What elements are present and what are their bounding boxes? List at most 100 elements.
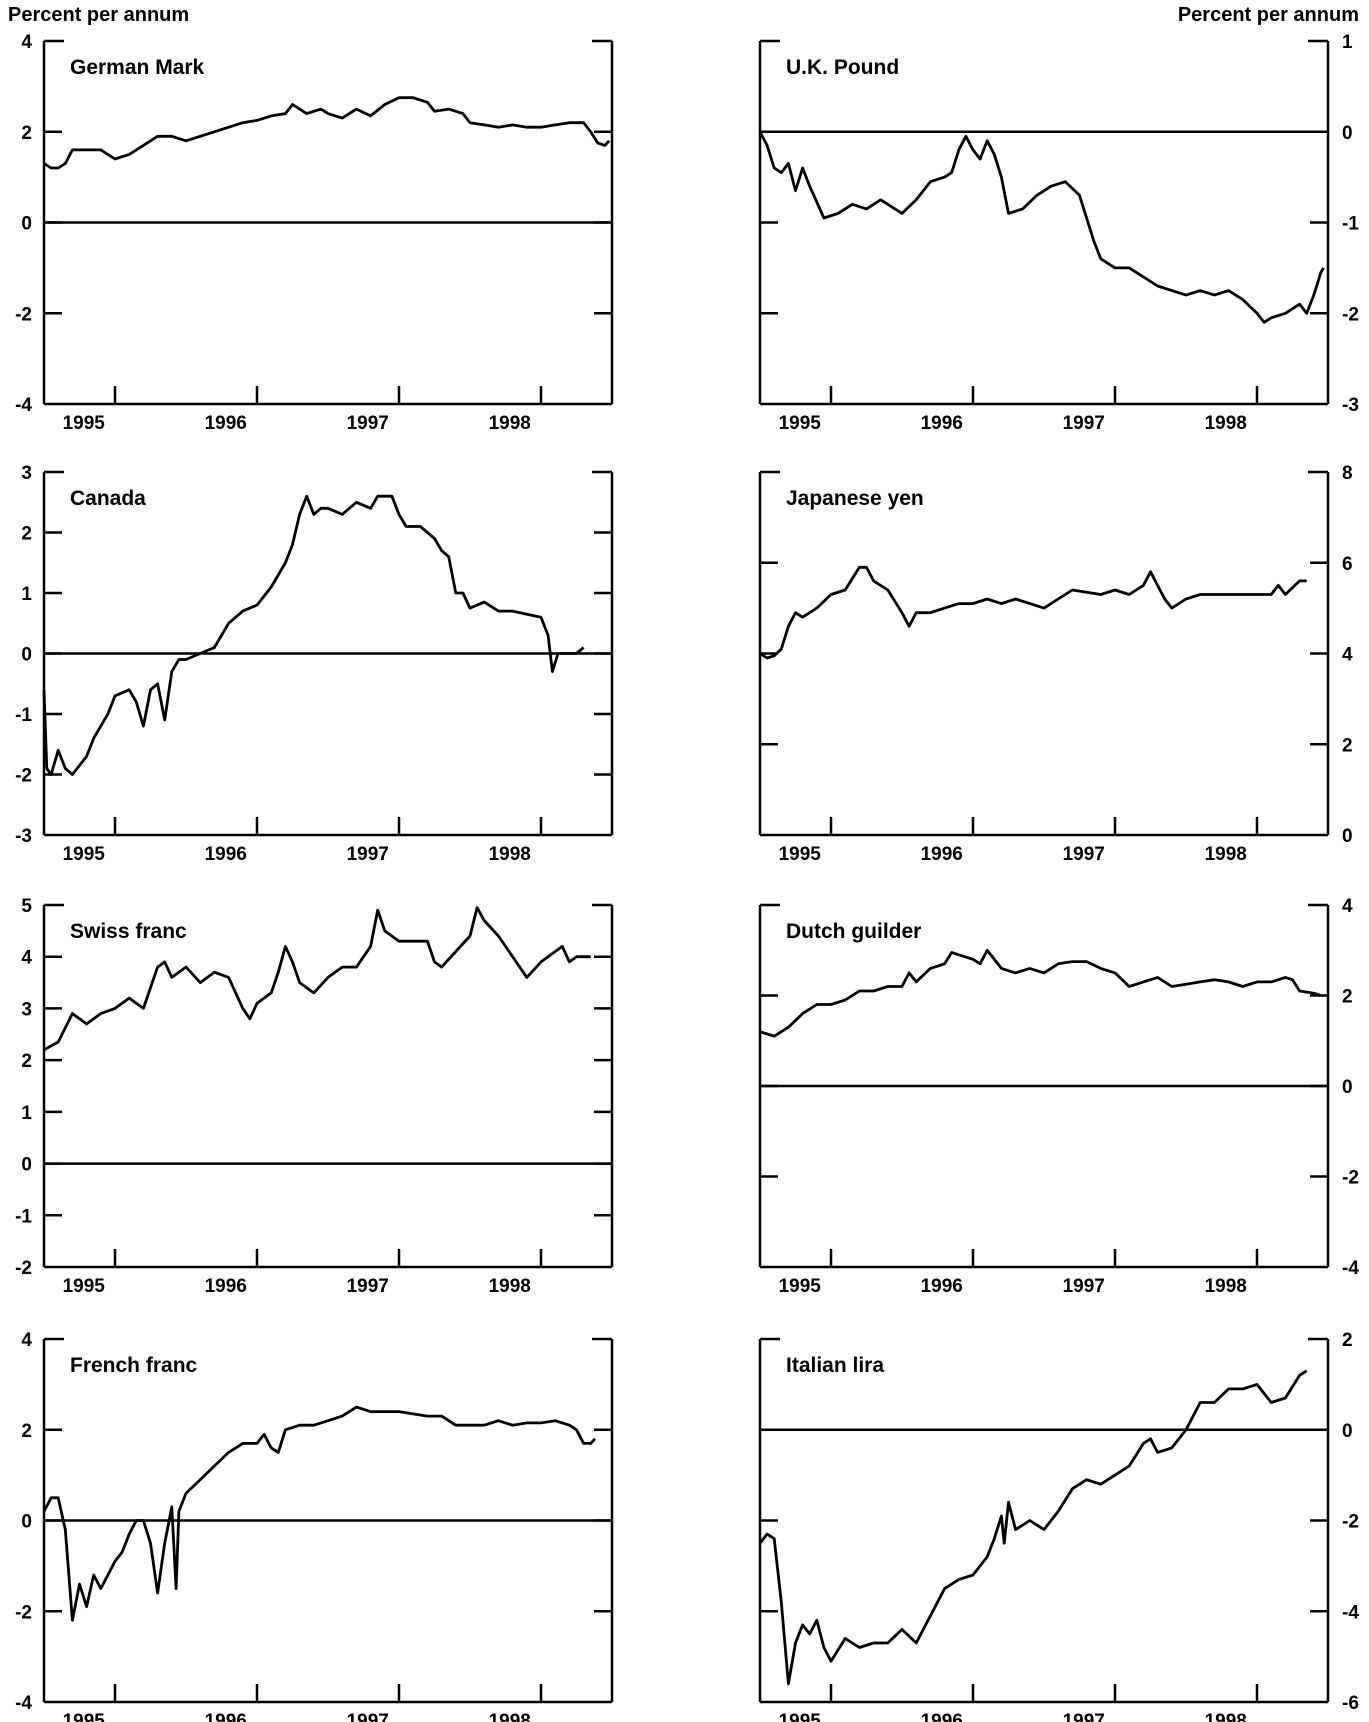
x-tick-label: 1997	[1063, 413, 1105, 434]
y-tick-label: -2	[15, 766, 32, 787]
x-tick-label: 1997	[347, 413, 389, 434]
series-line	[42, 1405, 597, 1622]
x-tick-label: 1995	[779, 1711, 822, 1722]
y-axis-unit-label-left: Percent per annum	[8, 4, 190, 26]
y-tick-label: 0	[1342, 1077, 1353, 1098]
chart-title: Dutch guilder	[786, 920, 921, 943]
x-tick-label: 1998	[1205, 1711, 1247, 1722]
y-tick-label: -2	[1342, 1168, 1359, 1189]
y-tick-label: 0	[21, 1155, 32, 1176]
x-tick-label: 1997	[1063, 1276, 1105, 1297]
y-tick-label: 0	[1342, 123, 1353, 144]
y-tick-label: -4	[15, 395, 32, 416]
y-tick-label: 4	[21, 1330, 32, 1351]
x-tick-label: 1997	[1063, 1711, 1105, 1722]
x-tick-label: 1998	[489, 1276, 531, 1297]
x-tick-label: 1998	[1205, 1276, 1247, 1297]
chart-title: Swiss franc	[70, 920, 187, 943]
y-tick-label: -6	[1342, 1693, 1359, 1714]
y-tick-label: 1	[1342, 32, 1353, 53]
y-tick-label: 0	[21, 645, 32, 666]
y-tick-label: 6	[1342, 554, 1353, 575]
series-line	[42, 494, 585, 776]
y-tick-label: -3	[15, 826, 32, 847]
x-tick-label: 1995	[63, 1711, 106, 1722]
x-tick-label: 1996	[921, 413, 963, 434]
chart-title: German Mark	[70, 56, 205, 79]
y-tick-label: 8	[1342, 463, 1353, 484]
y-tick-label: 4	[21, 948, 32, 969]
x-tick-label: 1995	[779, 1276, 822, 1297]
y-axis-unit-label-right: Percent per annum	[1177, 4, 1359, 26]
chart-panel: -4 -2 0 2 4 1995 1996 1997 1998 French franc	[15, 1330, 614, 1722]
x-tick-label: 1995	[63, 1276, 106, 1297]
series-line	[758, 1369, 1308, 1686]
chart-title: U.K. Pound	[786, 56, 899, 79]
y-tick-label: 4	[21, 32, 32, 53]
x-tick-label: 1995	[63, 844, 106, 865]
x-tick-label: 1998	[489, 413, 531, 434]
x-tick-label: 1995	[779, 844, 822, 865]
x-tick-label: 1997	[1063, 844, 1105, 865]
y-tick-label: 1	[21, 1103, 32, 1124]
y-tick-label: 2	[1342, 735, 1353, 756]
y-tick-label: 3	[21, 463, 32, 484]
chart-panel: -2 -1 0 1 2 3 4 5 1995 1996 1997 1998 Swiss franc	[15, 896, 614, 1297]
y-tick-label: -2	[15, 1258, 32, 1279]
series-line	[759, 565, 1307, 660]
x-tick-label: 1996	[205, 1711, 247, 1722]
series-line	[759, 948, 1322, 1038]
chart-panel: -3 -2 -1 0 1 1995 1996 1997 1998 U.K. Pound	[758, 32, 1359, 434]
y-tick-label: -4	[15, 1693, 32, 1714]
y-tick-label: 5	[21, 896, 32, 917]
x-tick-label: 1996	[921, 844, 963, 865]
x-tick-label: 1998	[489, 1711, 531, 1722]
x-tick-label: 1996	[205, 1276, 247, 1297]
y-tick-label: 0	[21, 214, 32, 235]
series-line	[43, 906, 591, 1052]
y-tick-label: 4	[1342, 645, 1353, 666]
y-tick-label: 2	[21, 524, 32, 545]
y-tick-label: -2	[15, 304, 32, 325]
chart-title: Canada	[70, 487, 146, 510]
series-line	[43, 96, 611, 170]
y-tick-label: -3	[1342, 395, 1359, 416]
y-tick-label: -1	[1342, 214, 1359, 235]
x-tick-label: 1996	[205, 844, 247, 865]
y-tick-label: -2	[1342, 304, 1359, 325]
chart-panel: -6 -4 -2 0 2 1995 1996 1997 1998 Italian lira	[758, 1330, 1359, 1722]
chart-title: French franc	[70, 1354, 198, 1377]
y-tick-label: 2	[21, 123, 32, 144]
chart-panel: -3 -2 -1 0 1 2 3 1995 1996 1997 1998 Canada	[15, 463, 614, 865]
x-tick-label: 1998	[1205, 413, 1247, 434]
y-tick-label: 4	[1342, 896, 1353, 917]
y-tick-label: 0	[1342, 1421, 1353, 1442]
series-line	[758, 131, 1325, 324]
x-tick-label: 1995	[63, 413, 106, 434]
y-tick-label: -2	[1342, 1512, 1359, 1533]
y-tick-label: 2	[21, 1051, 32, 1072]
y-tick-label: -2	[15, 1602, 32, 1623]
chart-title: Italian lira	[786, 1354, 884, 1377]
chart-title: Japanese yen	[786, 487, 924, 510]
y-tick-label: -4	[1342, 1602, 1359, 1623]
y-tick-label: -1	[15, 705, 32, 726]
y-tick-label: 0	[1342, 826, 1353, 847]
y-tick-label: 2	[1342, 987, 1353, 1008]
x-tick-label: 1995	[779, 413, 822, 434]
x-tick-label: 1996	[921, 1276, 963, 1297]
chart-panel: -4 -2 0 2 4 1995 1996 1997 1998 German Mark	[15, 32, 614, 434]
y-tick-label: 3	[21, 999, 32, 1020]
y-tick-label: 2	[1342, 1330, 1353, 1351]
y-tick-label: 1	[21, 584, 32, 605]
x-tick-label: 1998	[489, 844, 531, 865]
x-tick-label: 1997	[347, 1711, 389, 1722]
x-tick-label: 1996	[921, 1711, 963, 1722]
chart-panel: -4 -2 0 2 4 1995 1996 1997 1998 Dutch guilder	[758, 896, 1359, 1297]
x-tick-label: 1997	[347, 844, 389, 865]
y-tick-label: -1	[15, 1206, 32, 1227]
x-tick-label: 1998	[1205, 844, 1247, 865]
y-tick-label: 0	[21, 1512, 32, 1533]
y-tick-label: -4	[1342, 1258, 1359, 1279]
